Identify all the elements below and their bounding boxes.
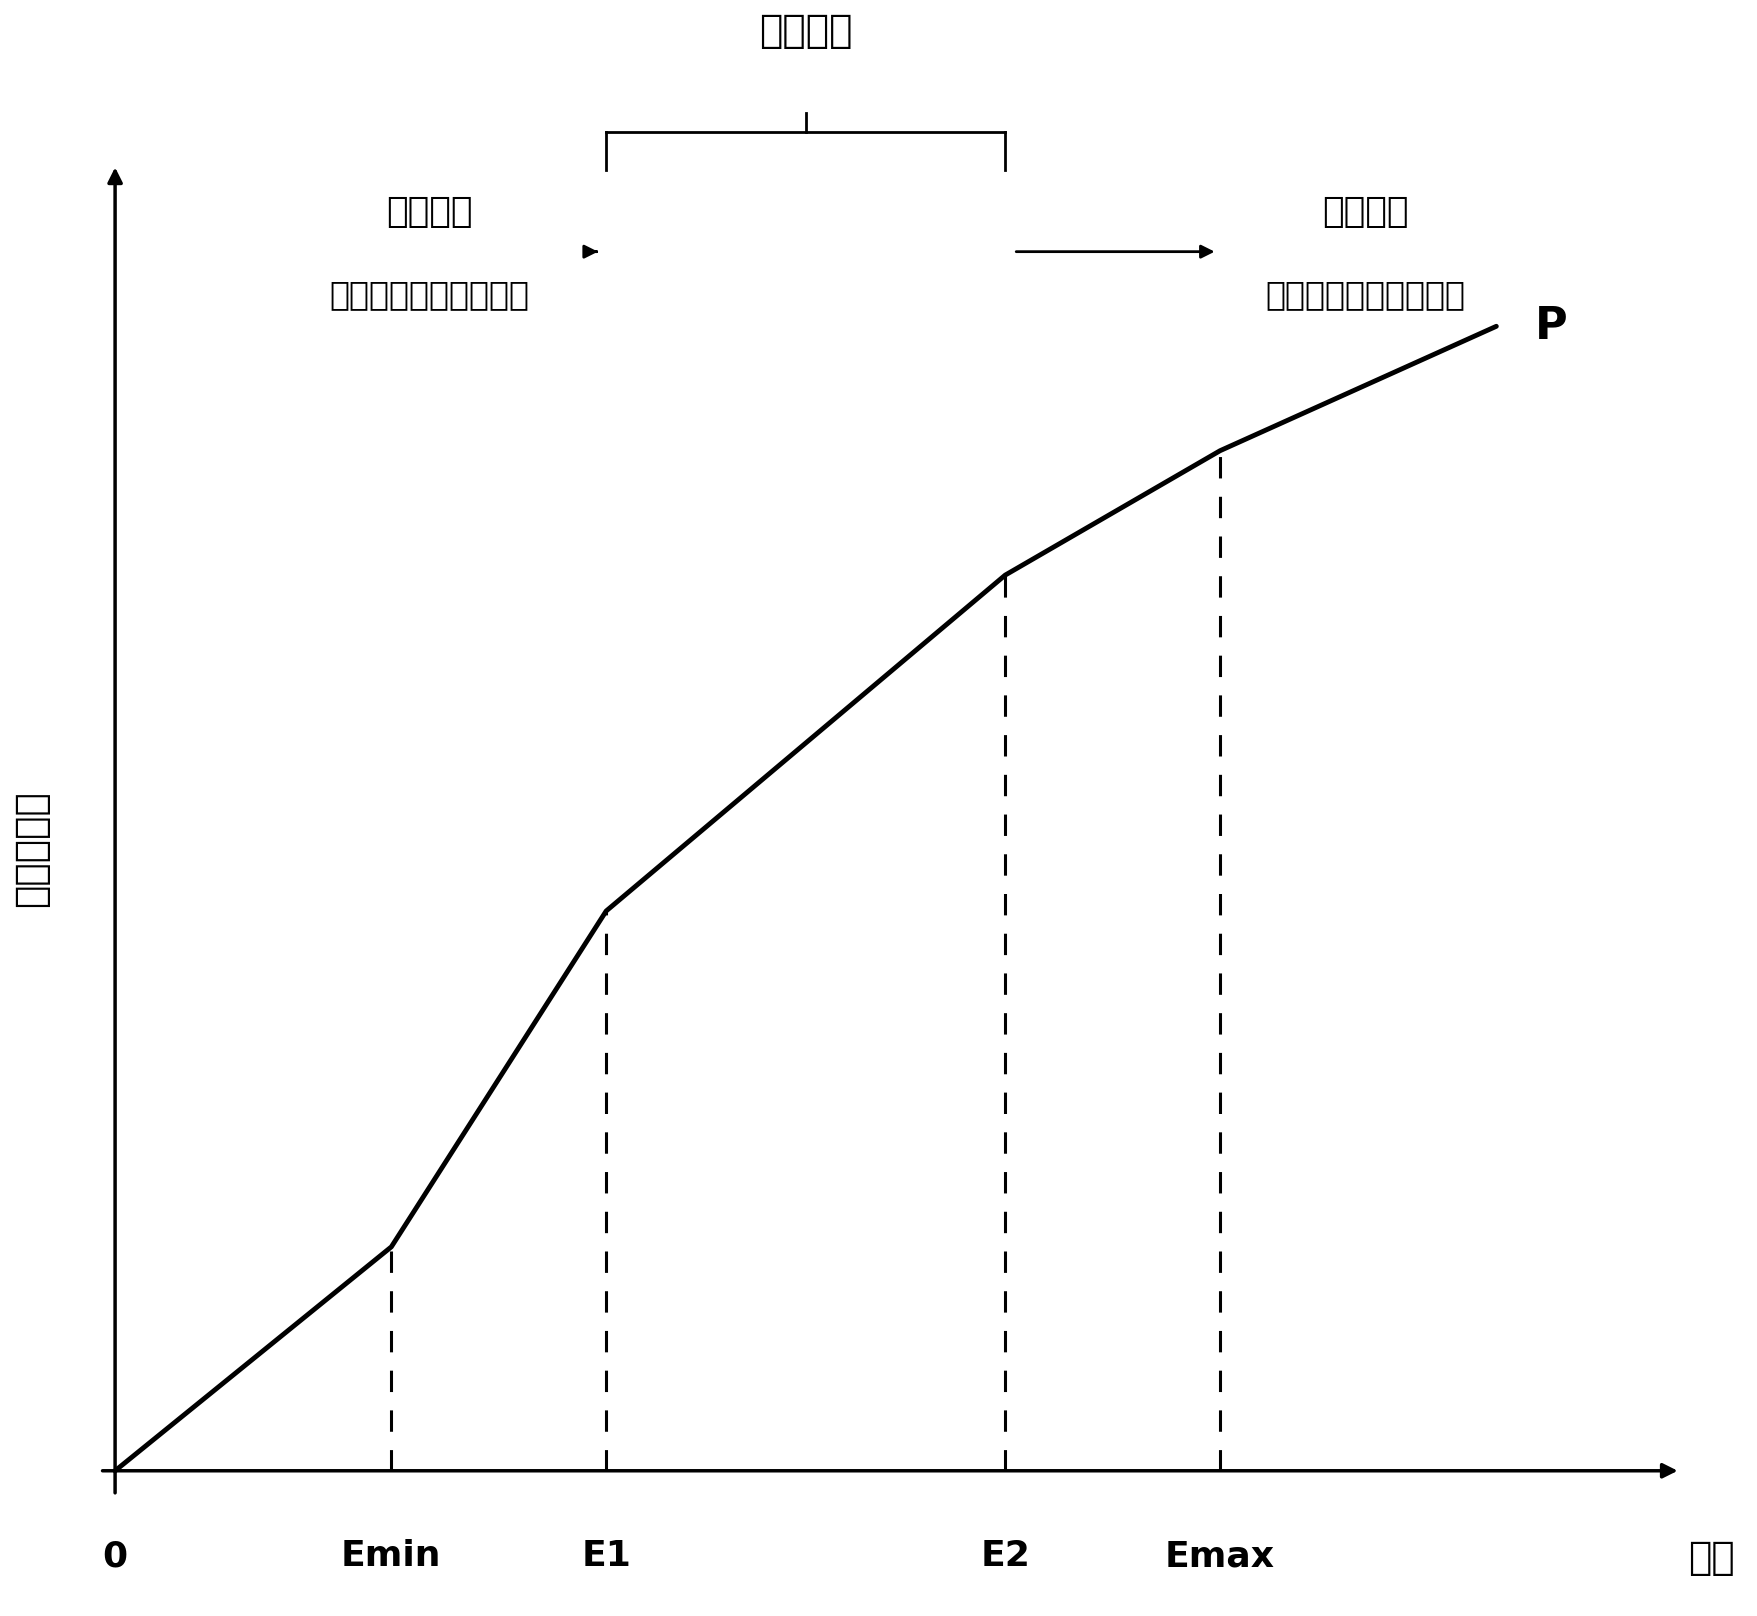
Text: P: P xyxy=(1534,305,1567,347)
Text: Emin: Emin xyxy=(341,1538,441,1574)
Text: 应变位移量: 应变位移量 xyxy=(12,790,49,907)
Text: 相变之后: 相变之后 xyxy=(1321,196,1407,229)
Text: （第二铁电物质晶体）: （第二铁电物质晶体） xyxy=(1265,278,1464,312)
Text: 电场: 电场 xyxy=(1687,1538,1734,1577)
Text: 相变之前: 相变之前 xyxy=(387,196,473,229)
Text: E2: E2 xyxy=(980,1538,1030,1574)
Text: （第一铁电物质晶体）: （第一铁电物质晶体） xyxy=(329,278,529,312)
Text: 0: 0 xyxy=(102,1538,128,1574)
Text: E1: E1 xyxy=(582,1538,631,1574)
Text: 相变区域: 相变区域 xyxy=(759,13,852,50)
Text: Emax: Emax xyxy=(1165,1538,1274,1574)
